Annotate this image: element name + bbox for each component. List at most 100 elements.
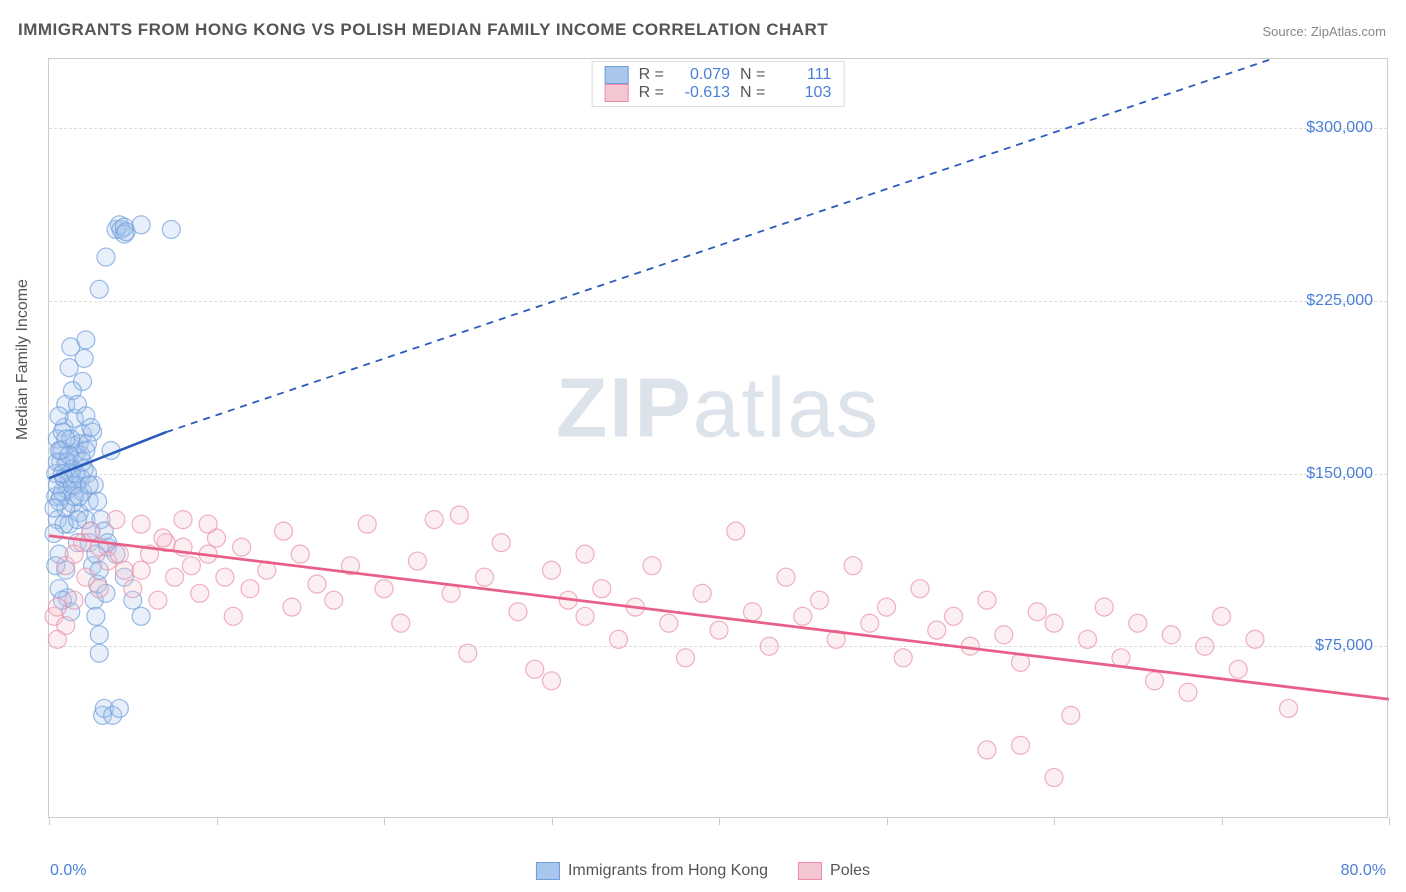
data-point [1229,660,1247,678]
data-point [132,561,150,579]
data-point [174,511,192,529]
data-point [492,534,510,552]
legend-label: Poles [830,862,870,880]
data-point [777,568,795,586]
data-point [110,699,128,717]
data-point [1162,626,1180,644]
data-point [1280,699,1298,717]
x-tick-mark [384,817,385,825]
data-point [1095,598,1113,616]
data-point [82,418,100,436]
source-attribution: Source: ZipAtlas.com [1262,24,1386,39]
data-point [50,407,68,425]
data-point [166,568,184,586]
chart-title: IMMIGRANTS FROM HONG KONG VS POLISH MEDI… [18,20,828,40]
data-point [87,607,105,625]
data-point [811,591,829,609]
legend-n-label: N = [740,84,765,102]
data-point [124,580,142,598]
data-point [60,359,78,377]
data-point [760,637,778,655]
data-point [325,591,343,609]
data-point [450,506,468,524]
data-point [358,515,376,533]
x-tick-mark [887,817,888,825]
data-point [576,607,594,625]
data-point [97,248,115,266]
data-point [928,621,946,639]
legend-stat-row: R =0.079N =111 [605,66,832,84]
data-point [149,591,167,609]
data-point [90,626,108,644]
data-point [283,598,301,616]
data-point [199,515,217,533]
data-point [233,538,251,556]
legend-r-label: R = [639,66,664,84]
data-point [794,607,812,625]
data-point [1246,630,1264,648]
regression-line [49,536,1389,700]
data-point [45,499,63,517]
data-point [392,614,410,632]
data-point [110,545,128,563]
x-tick-mark [1389,817,1390,825]
source-prefix: Source: [1262,24,1310,39]
data-point [1045,769,1063,787]
data-point [62,338,80,356]
series-legend: Immigrants from Hong Kong Poles [536,862,870,880]
data-point [1062,706,1080,724]
data-point [48,598,66,616]
chart-plot-area: ZIPatlas R =0.079N =111R =-0.613N =103 $… [48,58,1388,818]
legend-stat-row: R =-0.613N =103 [605,84,832,102]
data-point [643,557,661,575]
data-point [744,603,762,621]
data-point [57,430,75,448]
data-point [182,557,200,575]
data-point [844,557,862,575]
data-point [162,220,180,238]
x-tick-mark [49,817,50,825]
data-point [1112,649,1130,667]
data-point [693,584,711,602]
data-point [1045,614,1063,632]
data-point [132,607,150,625]
legend-swatch [536,862,560,880]
data-point [543,672,561,690]
data-point [275,522,293,540]
data-point [90,644,108,662]
legend-swatch [605,84,629,102]
data-point [677,649,695,667]
legend-r-value: -0.613 [674,84,730,102]
data-point [526,660,544,678]
data-point [82,522,100,540]
data-point [543,561,561,579]
regression-line-extrapolated [166,59,1272,432]
legend-item: Immigrants from Hong Kong [536,862,768,880]
data-point [132,216,150,234]
data-point [610,630,628,648]
data-point [1012,736,1030,754]
data-point [216,568,234,586]
data-point [476,568,494,586]
data-point [1146,672,1164,690]
data-point [90,580,108,598]
data-point [593,580,611,598]
data-point [409,552,427,570]
x-tick-mark [217,817,218,825]
x-tick-mark [719,817,720,825]
legend-swatch [605,66,629,84]
data-point [978,741,996,759]
data-point [115,561,133,579]
data-point [308,575,326,593]
data-point [107,511,125,529]
legend-n-value: 111 [775,66,831,84]
source-link[interactable]: ZipAtlas.com [1311,24,1386,39]
data-point [894,649,912,667]
data-point [375,580,393,598]
legend-r-value: 0.079 [674,66,730,84]
data-point [945,607,963,625]
data-point [132,515,150,533]
correlation-legend: R =0.079N =111R =-0.613N =103 [592,61,845,107]
scatter-svg [49,59,1387,817]
data-point [710,621,728,639]
